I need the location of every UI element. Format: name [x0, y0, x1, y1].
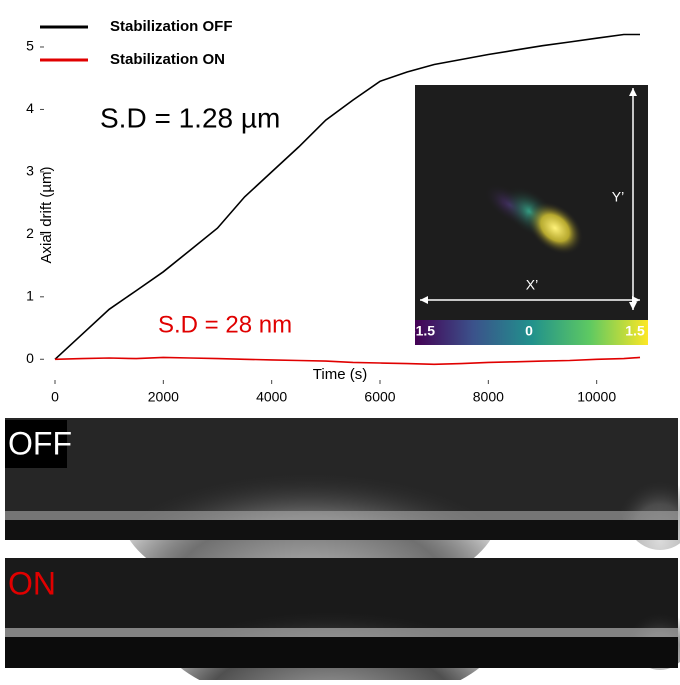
legend-label: Stabilization OFF	[110, 18, 233, 35]
y-axis-label: Axial drift (µm)	[38, 167, 55, 264]
y-tick-label: 2	[26, 225, 34, 241]
background	[5, 637, 678, 668]
cell	[120, 415, 500, 605]
inset: X’ Y’ -1.5 0 1.5	[411, 85, 648, 345]
annotation: S.D = 1.28 µm	[100, 102, 280, 133]
panel-label: ON	[8, 565, 56, 601]
panel-off: OFF	[5, 415, 680, 605]
series-line	[54, 356, 641, 366]
coverslip	[5, 628, 678, 637]
x-tick-label: 4000	[256, 389, 287, 405]
x-axis-label: Time (s)	[313, 366, 367, 383]
colorbar-tick-label: -1.5	[411, 323, 435, 339]
colorbar	[415, 320, 648, 345]
colorbar-tick-label: 1.5	[625, 323, 645, 339]
x-tick-label: 2000	[148, 389, 179, 405]
y-tick-label: 5	[26, 38, 34, 54]
colorbar-tick-label: 0	[525, 323, 533, 339]
x-tick-label: 6000	[364, 389, 395, 405]
panel-label: OFF	[8, 425, 72, 461]
x-tick-label: 8000	[473, 389, 504, 405]
panel-on: ON	[5, 557, 680, 685]
annotation: S.D = 28 nm	[158, 311, 292, 338]
inset-y-label: Y’	[612, 189, 624, 205]
inset-x-label: X’	[526, 277, 538, 293]
y-tick-label: 0	[26, 350, 34, 366]
y-tick-label: 4	[26, 100, 34, 116]
y-tick-label: 3	[26, 163, 34, 179]
background	[5, 520, 678, 540]
x-tick-label: 10000	[577, 389, 616, 405]
blob	[526, 201, 584, 255]
series-line	[54, 33, 640, 360]
y-tick-label: 1	[26, 288, 34, 304]
label-box	[5, 420, 67, 468]
legend-label: Stabilization ON	[110, 51, 225, 68]
coverslip	[5, 511, 678, 520]
plot: 0 1 2 3 4 5 0 2000 4000 6000 8000 10000 Axial drift …	[26, 18, 641, 405]
x-tick-label: 0	[51, 389, 59, 405]
